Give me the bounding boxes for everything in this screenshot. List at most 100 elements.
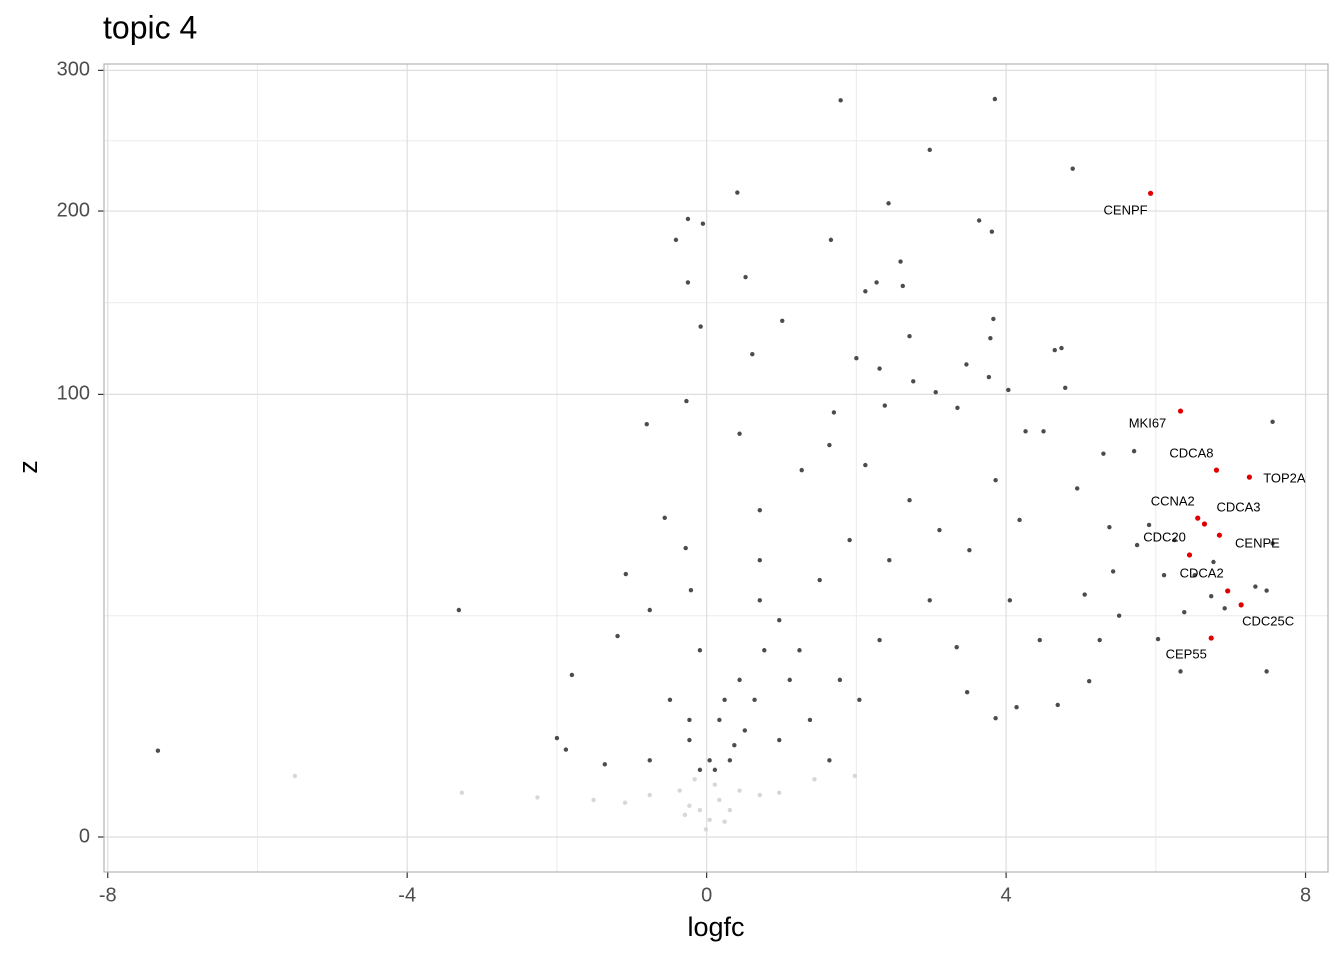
point: [1131, 448, 1137, 454]
point: [717, 797, 722, 803]
point: [1209, 593, 1214, 599]
point: [752, 697, 757, 703]
point: [703, 827, 709, 832]
point: [777, 790, 782, 795]
point-label: CDCA2: [1180, 565, 1224, 580]
point: [807, 717, 813, 723]
point: [812, 777, 817, 782]
point: [1222, 606, 1227, 611]
point: [757, 792, 762, 798]
highlight-point: [1216, 532, 1223, 538]
highlight-point: [1208, 635, 1214, 641]
point-label: CENPF: [1104, 203, 1148, 218]
point: [863, 462, 868, 468]
point: [1270, 419, 1275, 424]
point: [964, 690, 970, 695]
point: [667, 697, 673, 703]
point: [459, 790, 465, 795]
point: [1037, 637, 1042, 643]
point: [1172, 537, 1177, 543]
point: [685, 216, 691, 222]
point-label: CEP55: [1166, 647, 1207, 662]
point: [591, 797, 596, 803]
point-label: CENPE: [1235, 536, 1280, 551]
point: [955, 405, 960, 411]
point: [1270, 541, 1275, 546]
point: [647, 792, 652, 798]
point: [900, 283, 905, 289]
point: [688, 587, 694, 593]
point: [852, 773, 858, 779]
point-label: CDC25C: [1242, 613, 1294, 628]
point: [615, 633, 620, 639]
y-tick-label: 0: [79, 825, 90, 847]
point: [777, 617, 782, 623]
point: [1075, 486, 1080, 491]
point: [986, 374, 992, 380]
x-tick-label: 0: [701, 884, 712, 906]
point: [737, 431, 742, 436]
point: [777, 737, 782, 743]
point: [1178, 669, 1183, 674]
point: [1264, 669, 1269, 674]
point: [735, 190, 740, 195]
point: [742, 728, 748, 733]
highlight-point: [1201, 521, 1208, 527]
point: [1059, 345, 1064, 351]
highlight-point: [1246, 474, 1252, 480]
highlight-point: [1238, 602, 1244, 608]
x-tick-label: 4: [1001, 884, 1012, 906]
point: [662, 515, 667, 521]
point: [1052, 347, 1057, 353]
point: [623, 571, 628, 577]
x-tick-label: 8: [1300, 884, 1311, 906]
point: [700, 221, 706, 226]
point: [1086, 678, 1092, 684]
point: [1155, 636, 1161, 642]
point: [988, 335, 993, 341]
chart-title: topic 4: [103, 9, 197, 45]
point: [707, 758, 712, 763]
highlight-point: [1213, 467, 1220, 473]
point: [644, 421, 649, 427]
point: [854, 356, 859, 361]
point: [712, 782, 718, 787]
point: [837, 677, 843, 683]
point-label: CDCA8: [1169, 446, 1213, 461]
point: [685, 280, 691, 285]
point: [827, 758, 832, 763]
point: [757, 508, 762, 513]
point: [727, 758, 733, 763]
point: [877, 637, 882, 643]
point: [712, 767, 718, 773]
point: [762, 648, 767, 653]
point: [456, 607, 462, 613]
point: [292, 773, 298, 779]
point: [877, 366, 882, 371]
point-label: TOP2A: [1263, 471, 1306, 486]
highlight-point: [1225, 588, 1231, 594]
point: [722, 819, 727, 824]
point: [1182, 609, 1187, 615]
point: [927, 147, 932, 153]
point: [882, 403, 888, 408]
y-tick-label: 300: [57, 59, 90, 81]
point: [1023, 429, 1028, 434]
point: [1110, 569, 1116, 574]
point: [799, 467, 804, 473]
point: [827, 442, 832, 448]
point: [887, 558, 892, 563]
point: [1041, 429, 1046, 434]
point: [954, 644, 959, 650]
point: [964, 362, 969, 367]
point: [907, 498, 912, 503]
point: [1116, 613, 1122, 618]
point: [991, 316, 996, 322]
point: [911, 379, 916, 384]
x-tick-label: -4: [398, 884, 416, 906]
point: [757, 598, 762, 603]
point: [976, 218, 982, 223]
point: [1146, 522, 1152, 528]
highlight-point: [1177, 408, 1184, 414]
